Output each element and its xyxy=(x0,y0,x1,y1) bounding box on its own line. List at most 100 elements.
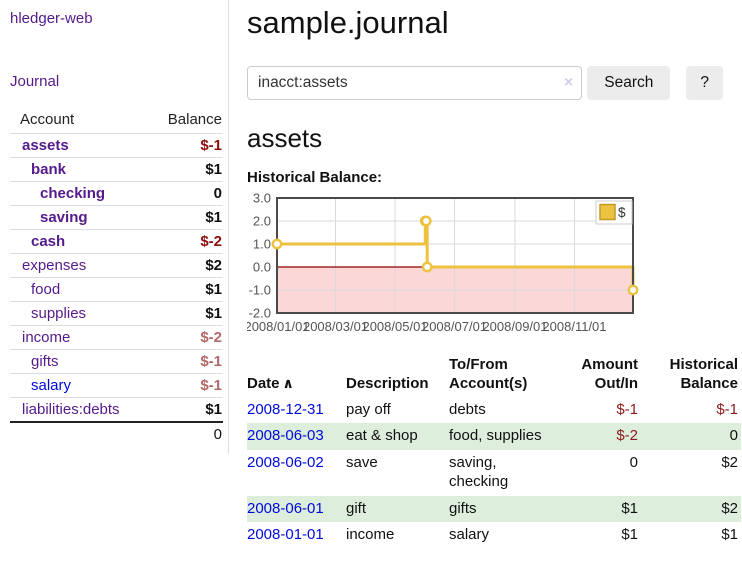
transaction-date-link[interactable]: 2008-12-31 xyxy=(247,400,324,418)
transaction-amount: 0 xyxy=(629,453,638,471)
account-balance: $-2 xyxy=(151,229,223,254)
svg-text:0.0: 0.0 xyxy=(253,260,271,275)
account-balance: $1 xyxy=(151,157,223,182)
accounts-total-row: 0 xyxy=(10,421,223,446)
svg-text:2008/05/01: 2008/05/01 xyxy=(362,319,427,334)
account-row: salary $-1 xyxy=(10,373,223,398)
account-row: checking 0 xyxy=(10,181,223,206)
svg-text:1.0: 1.0 xyxy=(253,237,271,252)
account-row: saving $1 xyxy=(10,205,223,230)
svg-text:$: $ xyxy=(618,205,626,220)
transaction-balance: $2 xyxy=(721,453,738,471)
account-link[interactable]: supplies xyxy=(31,305,87,322)
transaction-balance: $1 xyxy=(721,526,738,543)
transactions-table: Date ∧ Description To/From Account(s) Amo… xyxy=(247,354,741,549)
transaction-description: income xyxy=(346,526,395,543)
transaction-accounts: salary xyxy=(449,526,490,543)
search-input[interactable] xyxy=(247,66,583,100)
transaction-accounts: food, supplies xyxy=(449,427,542,444)
svg-text:2008/07/01: 2008/07/01 xyxy=(422,319,487,334)
transaction-accounts: debts xyxy=(449,400,486,418)
account-row: liabilities:debts $1 xyxy=(10,397,223,422)
sort-ascending-icon: ∧ xyxy=(282,374,294,391)
account-balance: $1 xyxy=(151,205,223,230)
transaction-row: 2008-01-01 income salary $1 $1 xyxy=(247,522,741,549)
account-link[interactable]: bank xyxy=(31,161,67,178)
account-balance: $-2 xyxy=(151,325,223,350)
account-link[interactable]: income xyxy=(22,329,71,346)
transaction-date-link[interactable]: 2008-06-01 xyxy=(247,499,324,517)
main-content: sample.journal × Search ? assets Histori… xyxy=(229,0,741,549)
svg-text:3.0: 3.0 xyxy=(253,191,271,206)
transaction-amount: $-1 xyxy=(616,400,638,418)
account-balance: $-1 xyxy=(151,133,223,158)
transaction-row: 2008-06-02 save saving, checking 0 $2 xyxy=(247,450,741,496)
account-link[interactable]: salary xyxy=(31,377,72,394)
account-link[interactable]: saving xyxy=(40,209,88,226)
transaction-description: pay off xyxy=(346,400,391,418)
account-link[interactable]: gifts xyxy=(31,353,59,370)
amount-column-header: Amount Out/In xyxy=(581,356,638,392)
balance-column-header: Balance xyxy=(167,111,222,128)
transaction-row: 2008-12-31 pay off debts $-1 $-1 xyxy=(247,397,741,424)
account-link[interactable]: assets xyxy=(22,137,69,154)
search-form: × Search ? xyxy=(247,66,723,100)
sidebar: hledger-web Journal Account Balance asse… xyxy=(0,0,229,454)
transaction-date-link[interactable]: 2008-06-02 xyxy=(247,453,324,471)
clear-search-icon[interactable]: × xyxy=(563,74,574,91)
account-row: expenses $2 xyxy=(10,253,223,278)
svg-text:-2.0: -2.0 xyxy=(249,306,271,321)
transaction-date-link[interactable]: 2008-01-01 xyxy=(247,526,324,543)
transaction-description: gift xyxy=(346,499,367,517)
svg-text:2008/03/01: 2008/03/01 xyxy=(303,319,368,334)
account-link[interactable]: liabilities:debts xyxy=(22,401,120,418)
app: hledger-web Journal Account Balance asse… xyxy=(0,0,741,549)
account-link[interactable]: expenses xyxy=(22,257,87,274)
transaction-amount: $1 xyxy=(621,499,638,517)
account-row: bank $1 xyxy=(10,157,223,182)
description-column-header: Description xyxy=(346,374,429,392)
account-row: supplies $1 xyxy=(10,301,223,326)
transaction-balance: $-1 xyxy=(716,400,738,418)
account-link[interactable]: cash xyxy=(31,233,66,250)
transaction-amount: $-2 xyxy=(616,427,638,444)
account-balance: $2 xyxy=(151,253,223,278)
brand-link[interactable]: hledger-web xyxy=(10,10,93,27)
account-balance: $1 xyxy=(151,397,223,422)
account-row: assets $-1 xyxy=(10,133,223,158)
svg-text:-1.0: -1.0 xyxy=(249,283,271,298)
search-button[interactable]: Search xyxy=(587,66,671,100)
transaction-row: 2008-06-03 eat & shop food, supplies $-2… xyxy=(247,423,741,450)
account-balance: 0 xyxy=(151,181,223,206)
svg-text:2008/01/01: 2008/01/01 xyxy=(247,319,310,334)
account-heading: assets xyxy=(247,123,323,153)
account-link[interactable]: checking xyxy=(40,185,106,202)
accounts-column-header: Account xyxy=(20,111,75,128)
svg-text:2.0: 2.0 xyxy=(253,214,271,229)
help-button[interactable]: ? xyxy=(686,66,723,100)
sidebar-accounts-table: Account Balance assets $-1 bank $1 xyxy=(10,108,223,446)
transaction-accounts: gifts xyxy=(449,499,477,517)
svg-text:2008/11/01: 2008/11/01 xyxy=(542,319,606,334)
transaction-accounts: saving, checking xyxy=(449,453,509,491)
account-row: cash $-2 xyxy=(10,229,223,254)
page-title: sample.journal xyxy=(247,5,449,40)
transaction-date-link[interactable]: 2008-06-03 xyxy=(247,427,324,444)
account-balance: $1 xyxy=(151,301,223,326)
transactions-header-row: Date ∧ Description To/From Account(s) Amo… xyxy=(247,354,741,397)
account-link[interactable]: food xyxy=(31,281,61,298)
svg-text:2008/09/01: 2008/09/01 xyxy=(482,319,547,334)
account-balance: $1 xyxy=(151,277,223,302)
account-row: food $1 xyxy=(10,277,223,302)
account-balance: $-1 xyxy=(151,349,223,374)
transaction-amount: $1 xyxy=(621,526,638,543)
transaction-balance: 0 xyxy=(729,427,738,444)
historical-balance-chart: $3.0 2.0 1.0 0.0 -1.0 -2.02008/01/012008/03/0… xyxy=(247,191,639,334)
date-column-header[interactable]: Date ∧ xyxy=(247,374,294,392)
sidebar-item-journal[interactable]: Journal xyxy=(10,73,60,90)
transaction-balance: $2 xyxy=(721,499,738,517)
account-balance: $-1 xyxy=(151,373,223,398)
transaction-row: 2008-06-01 gift gifts $1 $2 xyxy=(247,495,741,522)
transaction-description: eat & shop xyxy=(346,427,418,444)
accounts-total-value: 0 xyxy=(151,421,223,446)
